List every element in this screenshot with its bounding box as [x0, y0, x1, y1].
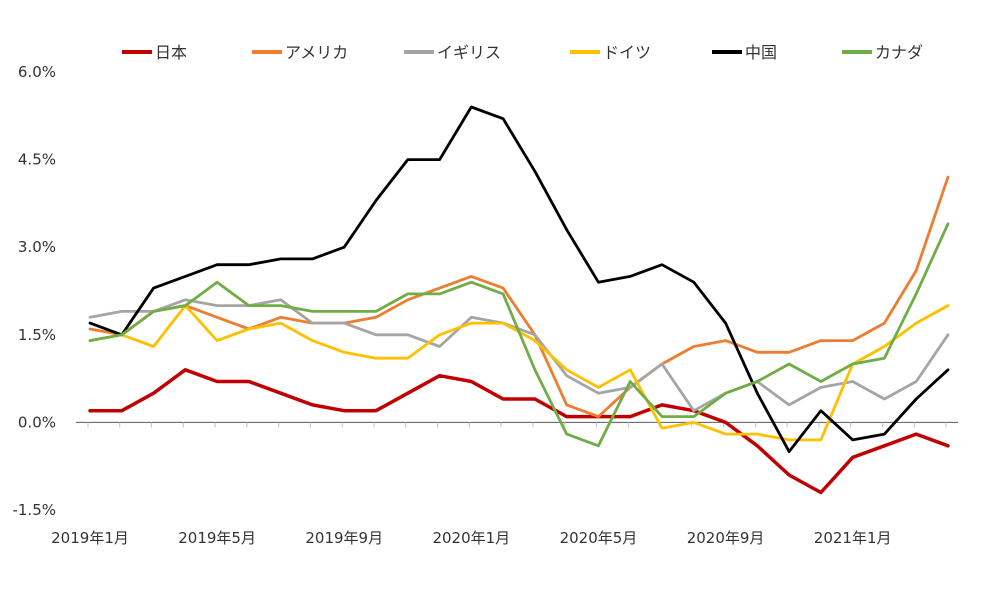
x-tick-label: 2020年9月 — [687, 529, 765, 547]
series-line — [88, 222, 950, 448]
series-line — [88, 105, 950, 454]
series-line — [88, 304, 950, 442]
y-tick-label: 1.5% — [18, 326, 56, 344]
legend-label: イギリス — [437, 43, 501, 62]
x-tick-label: 2020年5月 — [560, 529, 638, 547]
y-tick-label: 0.0% — [18, 413, 56, 431]
x-tick-label: 2021年1月 — [814, 529, 892, 547]
y-tick-label: 4.5% — [18, 151, 56, 169]
legend-label: ドイツ — [603, 43, 651, 62]
x-tick-label: 2019年5月 — [178, 529, 256, 547]
x-axis: 2019年1月 2019年5月 2019年9月 2020年1月 2020年5月 2020年… — [51, 421, 958, 547]
series-line — [88, 175, 950, 419]
legend-label: 中国 — [745, 43, 777, 62]
x-tick-label: 2020年1月 — [432, 529, 510, 547]
y-axis: -1.5% 0.0% 1.5% 3.0% 4.5% 6.0% — [12, 63, 56, 519]
x-tick-label: 2019年9月 — [305, 529, 383, 547]
legend-label: 日本 — [155, 43, 187, 62]
legend-label: アメリカ — [285, 43, 348, 62]
x-tick-label: 2019年1月 — [51, 529, 129, 547]
legend: 日本 アメリカ イギリス ドイツ 中国 カナダ — [122, 43, 923, 62]
y-tick-label: -1.5% — [12, 501, 56, 519]
y-tick-label: 6.0% — [18, 63, 56, 81]
series-line — [88, 368, 950, 495]
legend-label: カナダ — [875, 43, 923, 62]
series-lines — [88, 105, 950, 495]
y-tick-label: 3.0% — [18, 238, 56, 256]
